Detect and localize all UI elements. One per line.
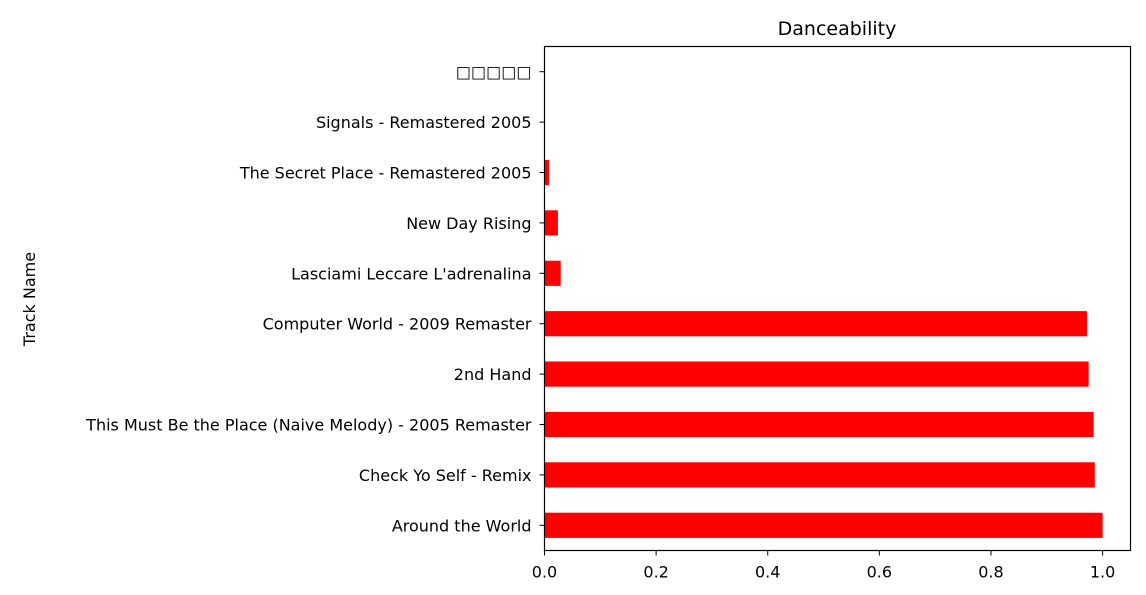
bar-3 [544, 361, 1089, 387]
bar-4 [544, 311, 1087, 337]
y-tick-label: This Must Be the Place (Naive Melody) - … [85, 416, 532, 435]
x-tick-label: 0.4 [755, 563, 780, 582]
bar-1 [544, 462, 1095, 488]
y-axis-label: Track Name [20, 252, 39, 347]
x-tick-label: 0.2 [643, 563, 668, 582]
x-tick-label: 0.0 [532, 563, 557, 582]
y-tick-label: Around the World [392, 516, 532, 535]
bar-7 [544, 159, 549, 186]
bar-5 [544, 260, 561, 286]
x-tick-label: 0.6 [867, 563, 892, 582]
x-tick-label: 0.8 [978, 563, 1003, 582]
bars-group [544, 159, 1103, 538]
y-tick-label: New Day Rising [406, 214, 531, 233]
y-ticks-group: Around the World Check Yo Self - Remix Thi… [85, 63, 545, 535]
x-tick-label: 1.0 [1090, 563, 1115, 582]
bar-2 [544, 411, 1094, 438]
y-tick-label: 2nd Hand [454, 365, 532, 384]
y-tick-label: Lasciami Leccare L'adrenalina [291, 264, 531, 283]
y-tick-label: Check Yo Self - Remix [359, 466, 532, 485]
plot-frame [543, 45, 1132, 552]
bar-0 [544, 512, 1103, 538]
chart-title: Danceability [778, 18, 897, 40]
y-tick-label: The Secret Place - Remastered 2005 [239, 164, 532, 183]
y-tick-label: □□□□□ [456, 63, 532, 82]
y-tick-label: Computer World - 2009 Remaster [263, 315, 532, 334]
x-ticks-group: 0.0 0.2 0.4 0.6 0.8 1.0 [532, 550, 1115, 582]
bar-6 [544, 210, 558, 236]
y-tick-label: Signals - Remastered 2005 [316, 113, 532, 132]
